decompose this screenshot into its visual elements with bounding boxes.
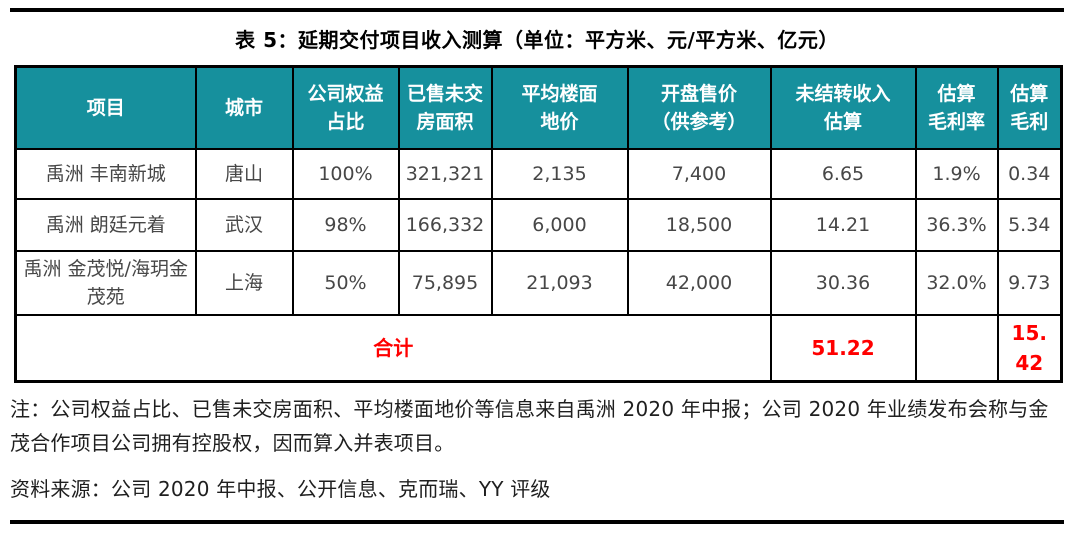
table-cell: 42,000 bbox=[626, 249, 772, 316]
table-cell: 21,093 bbox=[490, 249, 629, 316]
table-cell: 5.34 bbox=[996, 197, 1063, 252]
header-cell-gross-profit: 估算 毛利 bbox=[996, 65, 1063, 150]
header-cell-city: 城市 bbox=[194, 65, 294, 150]
total-profit-cell: 15.42 bbox=[996, 313, 1063, 382]
cell-project: 禹洲 金茂悦/海玥金茂苑 bbox=[14, 249, 197, 316]
cell-city: 武汉 bbox=[194, 197, 294, 252]
total-label-cell: 合计 bbox=[14, 313, 772, 382]
table-row: 禹洲 金茂悦/海玥金茂苑 上海 50% 75,895 21,093 42,000… bbox=[14, 249, 1063, 316]
header-cell-equity-ratio: 公司权益 占比 bbox=[291, 65, 400, 150]
table-cell: 98% bbox=[291, 197, 400, 252]
table-cell: 32.0% bbox=[914, 249, 999, 316]
total-profit-value: 15.42 bbox=[1011, 320, 1047, 375]
header-cell-sold-undelivered-area: 已售未交 房面积 bbox=[397, 65, 493, 150]
table-cell: 6,000 bbox=[490, 197, 629, 252]
data-source-line: 资料来源：公司 2020 年中报、公开信息、克而瑞、YY 评级 bbox=[10, 476, 551, 501]
cell-city: 上海 bbox=[194, 249, 294, 316]
table-cell: 75,895 bbox=[397, 249, 493, 316]
bottom-divider bbox=[10, 520, 1064, 524]
table-cell: 9.73 bbox=[996, 249, 1063, 316]
revenue-estimate-table: 项目 城市 公司权益 占比 已售未交 房面积 平均楼面 地价 开盘售价 （供参考… bbox=[14, 65, 1063, 383]
header-cell-avg-floor-land-price: 平均楼面 地价 bbox=[490, 65, 629, 150]
table-cell: 2,135 bbox=[490, 147, 629, 200]
table-cell: 6.65 bbox=[769, 147, 917, 200]
header-cell-unsettled-revenue: 未结转收入 估算 bbox=[769, 65, 917, 150]
table-title: 表 5：延期交付项目收入测算（单位：平方米、元/平方米、亿元） bbox=[235, 28, 839, 52]
top-divider bbox=[10, 8, 1064, 12]
table-cell: 1.9% bbox=[914, 147, 999, 200]
header-cell-project: 项目 bbox=[14, 65, 197, 150]
total-row: 合计 51.22 15.42 bbox=[14, 313, 1063, 382]
table-cell: 7,400 bbox=[626, 147, 772, 200]
cell-city: 唐山 bbox=[194, 147, 294, 200]
table-cell: 30.36 bbox=[769, 249, 917, 316]
table-cell: 36.3% bbox=[914, 197, 999, 252]
header-row: 项目 城市 公司权益 占比 已售未交 房面积 平均楼面 地价 开盘售价 （供参考… bbox=[14, 65, 1063, 150]
cell-project: 禹洲 丰南新城 bbox=[14, 147, 197, 200]
table-footnote: 注：公司权益占比、已售未交房面积、平均楼面地价等信息来自禹洲 2020 年中报；… bbox=[10, 396, 1049, 455]
total-margin-cell bbox=[914, 313, 999, 382]
table-cell: 18,500 bbox=[626, 197, 772, 252]
table-row: 禹洲 朗廷元着 武汉 98% 166,332 6,000 18,500 14.2… bbox=[14, 197, 1063, 252]
table-cell: 100% bbox=[291, 147, 400, 200]
table-row: 禹洲 丰南新城 唐山 100% 321,321 2,135 7,400 6.65… bbox=[14, 147, 1063, 200]
table-cell: 166,332 bbox=[397, 197, 493, 252]
cell-project: 禹洲 朗廷元着 bbox=[14, 197, 197, 252]
table-cell: 321,321 bbox=[397, 147, 493, 200]
header-cell-launch-price: 开盘售价 （供参考） bbox=[626, 65, 772, 150]
header-cell-gross-margin: 估算 毛利率 bbox=[914, 65, 999, 150]
table-cell: 0.34 bbox=[996, 147, 1063, 200]
table-cell: 50% bbox=[291, 249, 400, 316]
total-revenue-cell: 51.22 bbox=[769, 313, 917, 382]
table-cell: 14.21 bbox=[769, 197, 917, 252]
